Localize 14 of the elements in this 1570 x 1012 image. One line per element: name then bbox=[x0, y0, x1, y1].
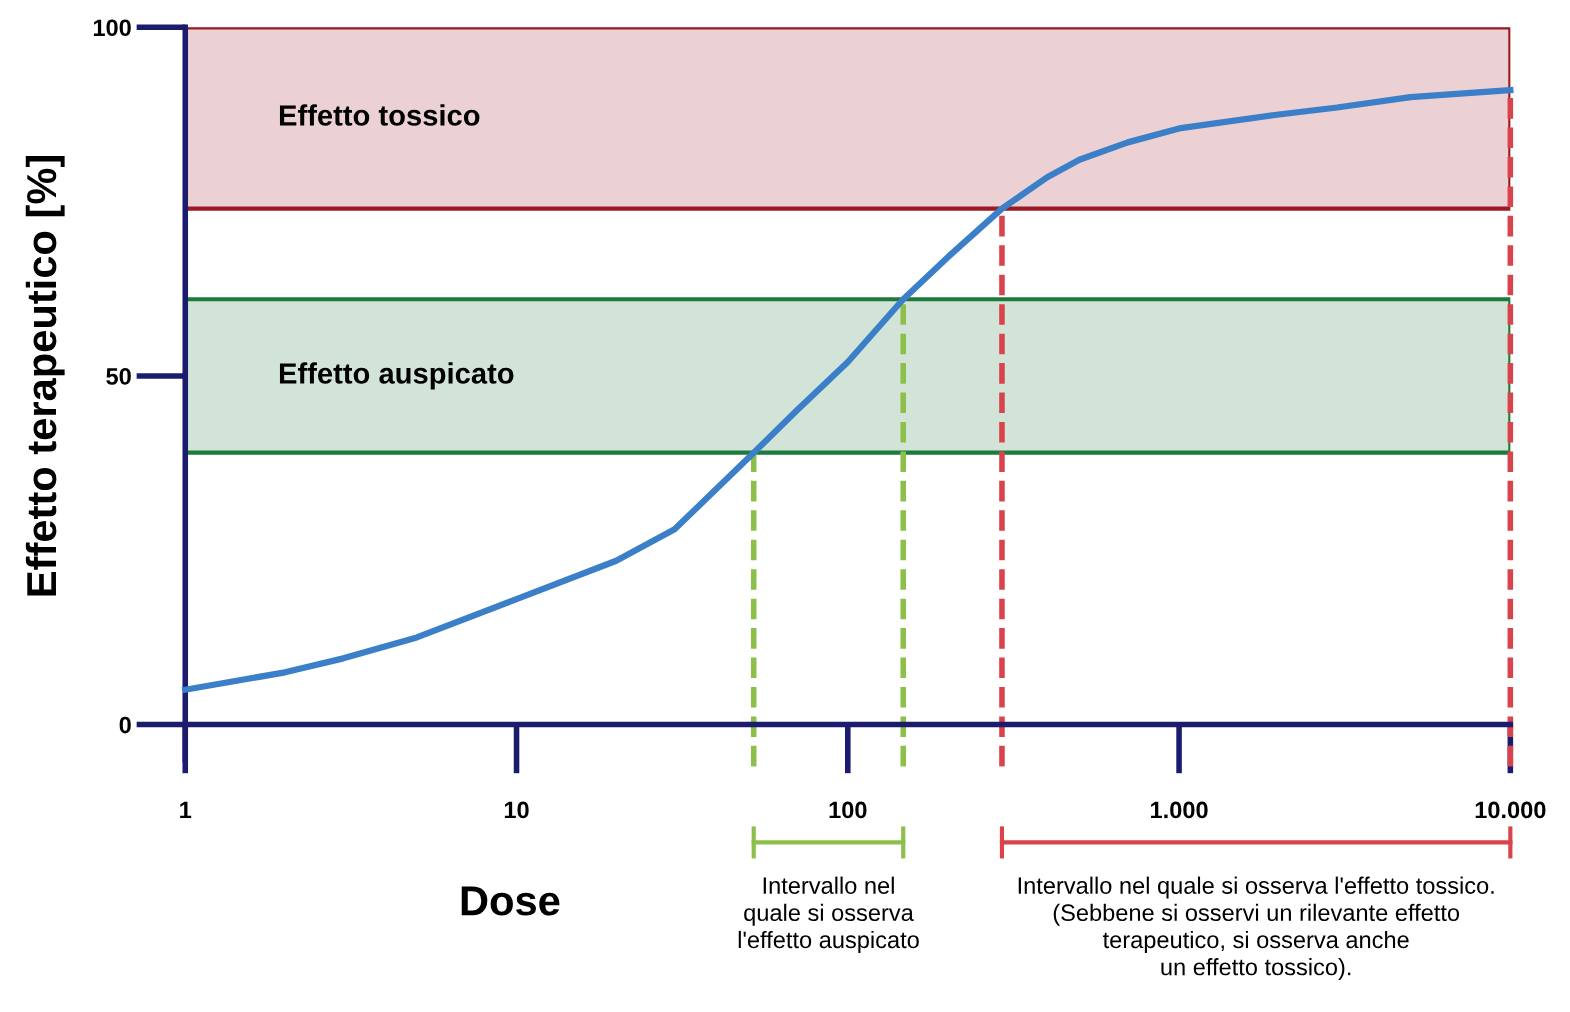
x-tick-label: 100 bbox=[829, 801, 867, 819]
text: Intervallo nel quale si osserva l'effetto auspicato bbox=[738, 876, 919, 953]
x-axis-title: Dose bbox=[461, 886, 560, 916]
x-tick-label: 10 bbox=[504, 801, 529, 819]
y-tick-label: 50 bbox=[106, 368, 131, 385]
y-axis-title: Effetto terapeutico [%] bbox=[25, 156, 65, 596]
y-tick-label: 100 bbox=[93, 19, 131, 37]
y-tick-label: 0 bbox=[119, 716, 131, 734]
text: Intervallo nel quale si osserva l'effetto tossico. (Sebbene si osservi un rilevante effetto terapeutico, si osserva anche un effetto tossico). bbox=[1018, 876, 1494, 981]
x-tick-label: 10.000 bbox=[1475, 801, 1546, 819]
band-label: Effetto auspicato bbox=[279, 362, 514, 390]
x-tick-label: 1 bbox=[180, 801, 192, 819]
x-tick-label: 1.000 bbox=[1151, 801, 1208, 819]
band-label: Effetto tossico bbox=[279, 104, 480, 126]
